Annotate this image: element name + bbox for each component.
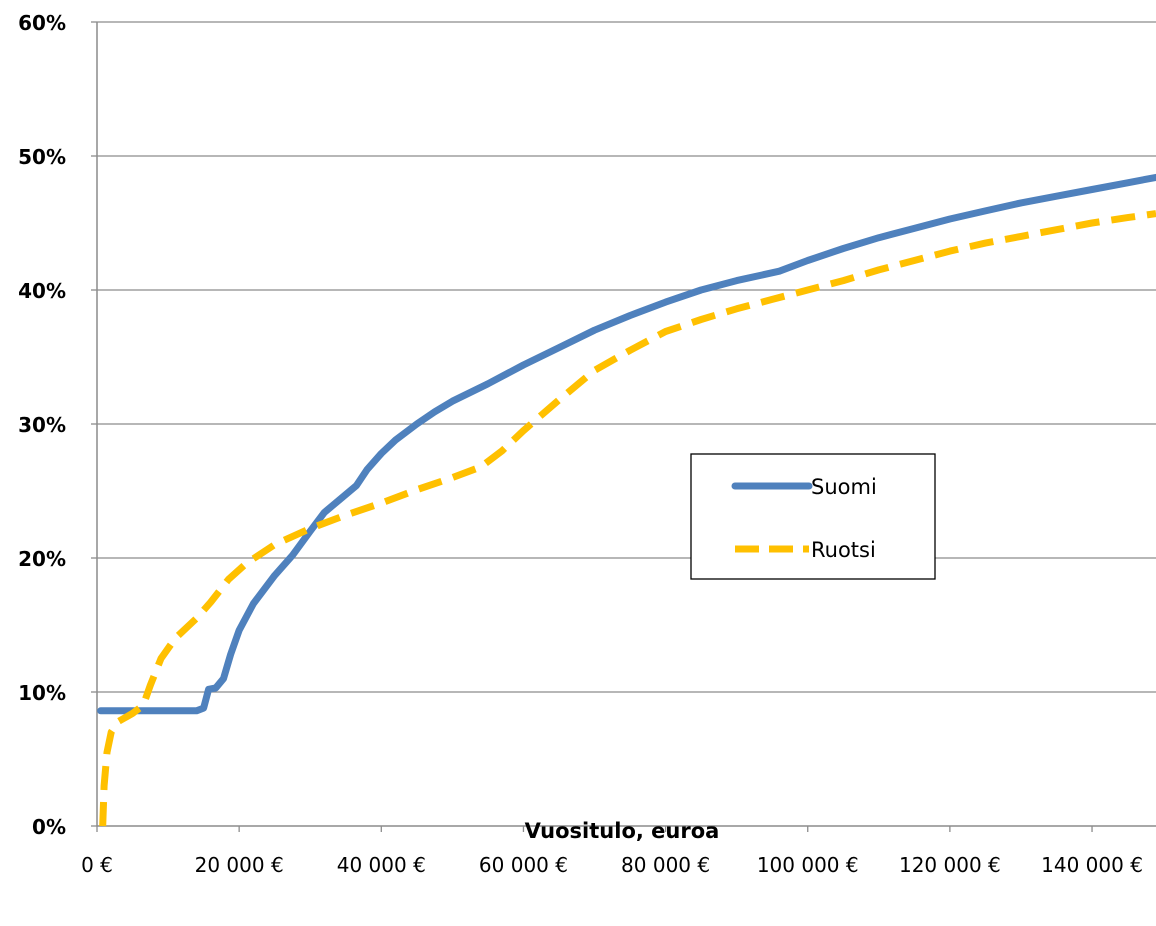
y-tick-label: 10% <box>18 681 66 705</box>
legend: Suomi Ruotsi <box>690 453 936 580</box>
x-tick-label: 20 000 € <box>195 853 284 877</box>
x-tick-label: 100 000 € <box>757 853 859 877</box>
x-tick-label: 80 000 € <box>621 853 710 877</box>
y-tick-label: 60% <box>18 11 66 35</box>
legend-label-suomi: Suomi <box>811 475 877 499</box>
x-tick-label: 0 € <box>81 853 113 877</box>
y-tick-label: 50% <box>18 145 66 169</box>
x-tick-label: 120 000 € <box>899 853 1001 877</box>
x-tick-label: 40 000 € <box>337 853 426 877</box>
x-axis-ticks: 0 € 20 000 € 40 000 € 60 000 € 80 000 € 100 0… <box>81 826 1143 877</box>
x-tick-label: 140 000 € <box>1041 853 1143 877</box>
y-tick-label: 20% <box>18 547 66 571</box>
y-tick-label: 40% <box>18 279 66 303</box>
series-line-ruotsi <box>99 210 1156 827</box>
legend-label-ruotsi: Ruotsi <box>811 538 876 562</box>
gridlines <box>97 21 1156 693</box>
y-axis-ticks: 0% 10% 20% 30% 40% 50% 60% <box>18 11 97 839</box>
series-lines <box>97 173 1156 827</box>
y-tick-label: 30% <box>18 413 66 437</box>
y-tick-label: 0% <box>32 815 66 839</box>
x-tick-label: 60 000 € <box>479 853 568 877</box>
x-axis-label: Vuositulo, euroa <box>525 819 720 843</box>
legend-box <box>690 453 936 580</box>
series-line-suomi <box>97 173 1156 715</box>
